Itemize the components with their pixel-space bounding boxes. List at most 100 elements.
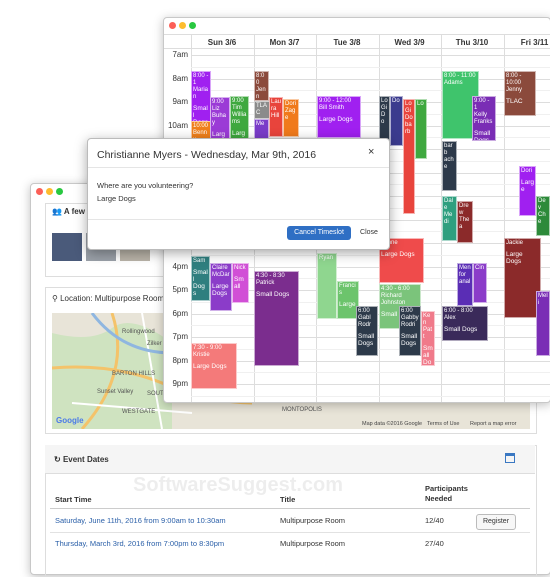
register-button[interactable]: Register: [476, 514, 516, 530]
event-area: Small Dogs: [444, 326, 486, 333]
event-block[interactable]: Do: [390, 96, 403, 146]
map-place: MONTOPOLIS: [282, 407, 322, 413]
cancel-timeslot-button[interactable]: Cancel Timeslot: [287, 226, 351, 240]
watermark: SoftwareSuggest.com: [133, 474, 343, 497]
event-block[interactable]: Dori Zage: [283, 99, 299, 137]
window-minimize[interactable]: [46, 188, 53, 195]
event-name: TLAC: [256, 103, 269, 117]
event-time: 8:00: [256, 73, 267, 87]
event-date-link[interactable]: Saturday, June 11th, 2016 from 9:00am to…: [55, 516, 226, 525]
event-area: Large Dogs: [381, 251, 422, 258]
event-block[interactable]: Meli: [536, 291, 550, 356]
event-date-link[interactable]: Thursday, March 3rd, 2016 from 7:00pm to…: [55, 539, 224, 548]
event-block[interactable]: Ryan: [317, 253, 337, 319]
event-name: barb ache: [444, 143, 455, 171]
event-block[interactable]: Lo Gi Do: [379, 96, 390, 141]
event-name: Patrick: [256, 280, 297, 287]
event-time: 9:00: [212, 99, 228, 106]
header-divider: [164, 48, 550, 49]
photo[interactable]: [52, 233, 82, 261]
window-close[interactable]: [169, 22, 176, 29]
event-name: Kelly Franks: [474, 112, 494, 126]
event-time: 8:00 - 11:00: [444, 73, 477, 80]
map-report[interactable]: Report a map error: [470, 421, 517, 427]
hour-label: 9am: [164, 97, 188, 106]
window-zoom[interactable]: [56, 188, 63, 195]
event-name: Francis: [339, 283, 357, 297]
map-place: Rollingwood: [122, 329, 155, 335]
event-time: 9:00 - 12:00: [319, 98, 359, 105]
event-name: Jackie: [506, 240, 539, 247]
event-block[interactable]: barb ache: [442, 141, 457, 191]
event-area: Small Dogs: [193, 269, 208, 297]
event-area: Large: [339, 301, 357, 308]
event-dates-header: [45, 445, 535, 474]
row-divider: [50, 508, 530, 509]
hour-label: 6pm: [164, 309, 188, 318]
hour-label: 4pm: [164, 262, 188, 271]
event-name: Do: [392, 98, 401, 105]
event-block[interactable]: Dori Large: [519, 166, 536, 216]
event-dates-title-text: Event Dates: [63, 455, 109, 464]
close-button[interactable]: Close: [354, 226, 384, 240]
event-area: Large Dogs: [506, 251, 539, 265]
event-area: Small Dogs: [256, 291, 297, 298]
event-time: 6:00: [358, 308, 376, 315]
half-hour-line: [191, 255, 550, 256]
window-close[interactable]: [36, 188, 43, 195]
event-block[interactable]: Laura Hill: [269, 97, 283, 137]
hour-line: [191, 79, 550, 80]
event-area: Small Dogs: [401, 333, 419, 347]
event-area: Large: [521, 179, 534, 193]
event-name: Dori: [521, 168, 534, 175]
event-block[interactable]: Men for anal: [457, 263, 473, 306]
window-minimize[interactable]: [179, 22, 186, 29]
event-name: Marian: [193, 87, 209, 101]
participants: 12/40: [425, 516, 444, 525]
event-block[interactable]: Dev Che: [536, 196, 550, 236]
event-block[interactable]: Lo: [415, 99, 427, 159]
event-block[interactable]: Drew Thea: [457, 201, 473, 243]
half-hour-line: [191, 396, 550, 397]
modal-close-icon[interactable]: ×: [368, 146, 374, 158]
event-block[interactable]: Me: [254, 119, 269, 139]
event-name: Cin: [475, 265, 485, 272]
map-place: Sunset Valley: [97, 389, 133, 395]
event-block[interactable]: Dale Medi: [442, 196, 457, 241]
day-header: Wed 3/9: [379, 38, 441, 47]
event-block[interactable]: Cin: [473, 263, 487, 303]
event-name: Men for anal: [459, 265, 471, 286]
event-name: Dori Zage: [285, 101, 297, 122]
hour-label: 8am: [164, 74, 188, 83]
map-place: WESTGATE: [122, 409, 155, 415]
hour-label: 10am: [164, 121, 188, 130]
map-terms[interactable]: Terms of Use: [427, 421, 459, 427]
event-name: Dale Medi: [444, 198, 455, 226]
section-title: 👥 A few: [52, 207, 85, 216]
hour-label: 7am: [164, 50, 188, 59]
calendar-icon[interactable]: [505, 453, 515, 463]
event-name: Lo Gi Do: [381, 98, 388, 126]
event-block[interactable]: Lo Gi Do barb: [403, 99, 415, 214]
column-header: Participants Needed: [425, 484, 475, 504]
event-name: Bill Smith: [319, 105, 359, 112]
window-zoom[interactable]: [189, 22, 196, 29]
event-name: Liz Buhay: [212, 106, 228, 127]
event-time: 6:00: [401, 308, 419, 315]
header-divider: [164, 34, 550, 35]
